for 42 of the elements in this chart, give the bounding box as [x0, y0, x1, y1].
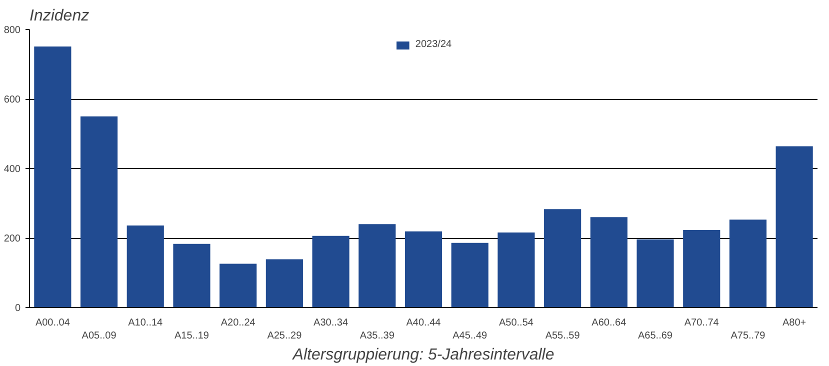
legend-label: 2023/24 — [415, 39, 452, 50]
x-tick-label: A45..49 — [452, 330, 488, 342]
bar — [358, 224, 396, 308]
y-tick-label: 800 — [4, 25, 21, 36]
y-axis-title: Inzidenz — [30, 8, 90, 24]
bar — [34, 46, 72, 308]
x-tick-label: A35..39 — [360, 330, 395, 342]
x-tick-label: A65..69 — [638, 330, 673, 342]
x-tick-label: A25..29 — [267, 330, 302, 342]
bar — [544, 209, 582, 308]
x-tick-label: A50..54 — [498, 318, 534, 328]
x-axis-title: Altersgruppierung: 5-Jahresintervalle — [292, 346, 554, 364]
y-tick-label: 400 — [4, 164, 21, 175]
bar — [173, 244, 210, 308]
x-tick-label: A70..74 — [684, 318, 720, 328]
bar — [312, 236, 350, 308]
bar — [451, 242, 488, 308]
x-tick-label: A55..59 — [545, 330, 580, 342]
x-tick-label: A20..24 — [220, 318, 256, 328]
x-tick-label: A10..14 — [128, 318, 164, 328]
y-tick-label: 0 — [14, 303, 21, 314]
bar — [776, 146, 813, 308]
bar — [498, 232, 535, 308]
y-tick-label: 200 — [4, 234, 21, 244]
x-tick-label: A40..44 — [406, 318, 442, 328]
x-tick-label: A05..09 — [82, 330, 117, 342]
x-tick-label: A75..79 — [730, 330, 766, 342]
bar — [266, 259, 303, 308]
bar — [404, 231, 442, 308]
bar — [590, 217, 628, 308]
y-tick-label: 600 — [4, 94, 21, 106]
x-tick-label: A00..04 — [35, 318, 70, 328]
bar — [80, 116, 118, 308]
bar — [220, 264, 257, 308]
x-tick-label: A30..34 — [314, 318, 348, 328]
bar — [636, 239, 674, 308]
bar — [683, 230, 720, 308]
bar — [729, 220, 767, 308]
bar — [126, 225, 164, 308]
x-tick-label: A80+ — [782, 318, 806, 328]
x-tick-label: A60..64 — [592, 318, 627, 328]
x-tick-label: A15..19 — [174, 330, 210, 342]
